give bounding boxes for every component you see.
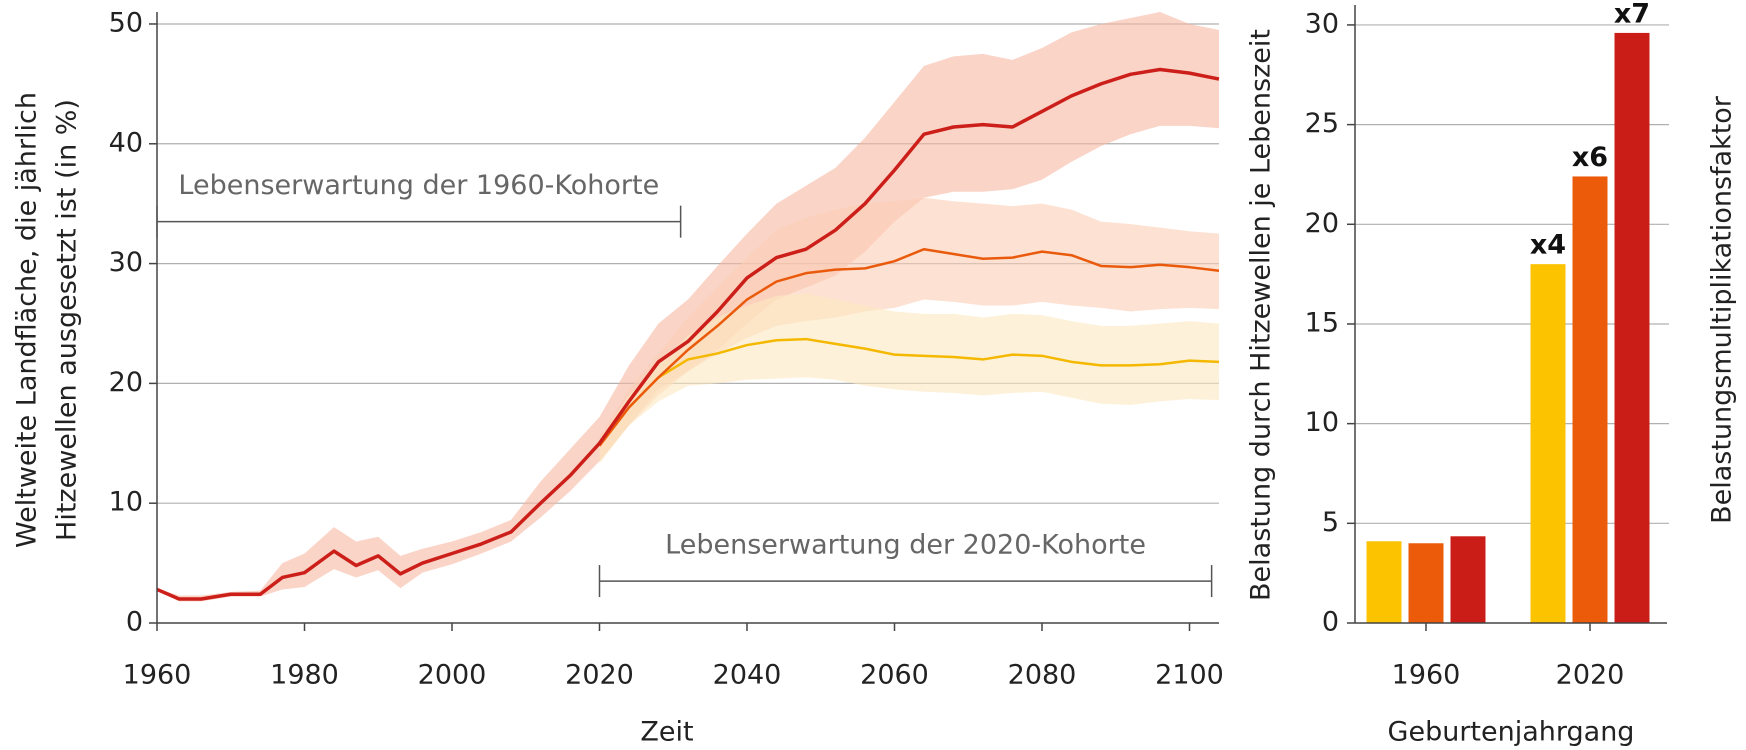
bar-label: x7 [1614, 0, 1650, 29]
y-tick-label: 40 [109, 127, 143, 158]
y2-axis-label: Belastungsmultiplikationsfaktor [1707, 95, 1738, 524]
x-tick-label: 2040 [713, 660, 782, 691]
x-tick-label: 2060 [860, 660, 929, 691]
annotation: Lebenserwartung der 1960-Kohorte [178, 170, 659, 201]
y-axis-label: Hitzewellen ausgesetzt ist (in %) [52, 99, 83, 541]
x-tick-label: 2080 [1008, 660, 1077, 691]
x-tick-label: 2020 [565, 660, 634, 691]
bar [1366, 541, 1402, 623]
y-tick-label: 20 [1305, 208, 1339, 239]
y-axis-label: Weltweite Landfläche, die jährlich [12, 92, 43, 548]
y-tick-label: 0 [1322, 607, 1339, 638]
line [598, 247, 1220, 447]
y-tick-label: 10 [109, 487, 143, 518]
y-tick-label: 25 [1305, 108, 1339, 139]
line [598, 337, 1220, 447]
y-tick-label: 20 [109, 367, 143, 398]
x-tick-label: 1980 [270, 660, 339, 691]
bar [1572, 176, 1608, 623]
y-tick-label: 5 [1322, 507, 1339, 538]
bar [1450, 536, 1486, 623]
y-tick-label: 0 [126, 607, 143, 638]
x-tick-label: 1960 [123, 660, 192, 691]
x-tick-label: 1960 [1392, 660, 1461, 691]
y-tick-label: 30 [1305, 8, 1339, 39]
band [157, 12, 1219, 602]
band [599, 293, 1219, 464]
bar [1530, 264, 1566, 623]
x-tick-label: 2020 [1556, 660, 1625, 691]
x-axis-label: Geburtenjahrgang [1388, 717, 1635, 748]
bar [1614, 32, 1650, 624]
y-tick-label: 10 [1305, 407, 1339, 438]
band [599, 197, 1219, 462]
y-axis-label: Belastung durch Hitzewellen je Lebenszei… [1246, 29, 1277, 601]
bar [1408, 543, 1444, 623]
bar-label: x6 [1572, 142, 1608, 173]
y-tick-label: 30 [109, 247, 143, 278]
x-tick-label: 2100 [1155, 660, 1224, 691]
y-tick-label: 50 [109, 7, 143, 38]
annotation: Lebenserwartung der 2020-Kohorte [665, 530, 1146, 561]
x-tick-label: 2000 [418, 660, 487, 691]
y-tick-label: 15 [1305, 307, 1339, 338]
bar-label: x4 [1530, 230, 1566, 261]
line [156, 67, 1220, 601]
x-axis-label: Zeit [640, 717, 693, 748]
